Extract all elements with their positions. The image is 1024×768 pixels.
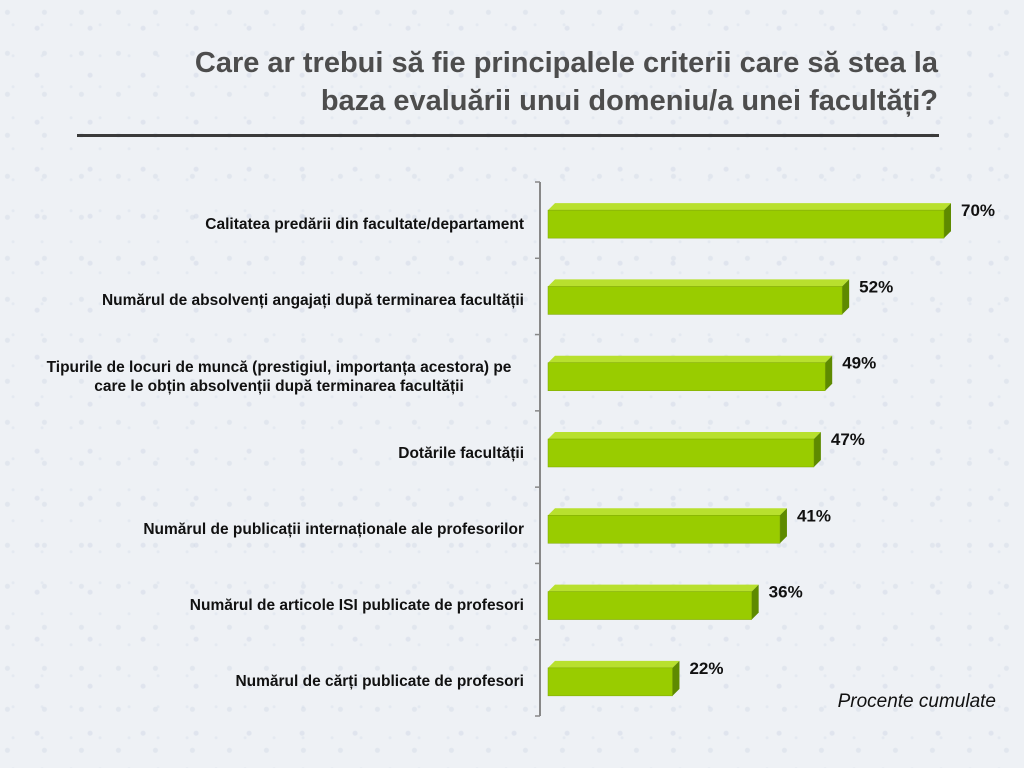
data-label: 47% bbox=[831, 430, 865, 449]
bar bbox=[547, 286, 843, 315]
data-label: 49% bbox=[842, 354, 876, 373]
category-label: Calitatea predării din facultate/departa… bbox=[205, 215, 524, 233]
bar-top-face bbox=[548, 508, 787, 516]
chart-note: Procente cumulate bbox=[837, 691, 996, 712]
data-label: 52% bbox=[859, 277, 893, 296]
category-label: Numărul de absolvenți angajați după term… bbox=[101, 291, 524, 309]
bar-top-face bbox=[548, 203, 951, 211]
bar-top-face bbox=[548, 279, 850, 287]
category-label: Tipurile de locuri de muncă (prestigiul,… bbox=[46, 358, 512, 395]
bar-side-face bbox=[842, 279, 850, 315]
data-label: 36% bbox=[769, 583, 803, 602]
bar bbox=[547, 591, 752, 620]
bar-side-face bbox=[813, 432, 821, 467]
category-label: Numărul de cărți publicate de profesori bbox=[235, 673, 524, 691]
category-label: Numărul de articole ISI publicate de pro… bbox=[189, 597, 524, 615]
category-label: Dotările facultății bbox=[398, 444, 524, 462]
category-label: Numărul de publicații internaționale ale… bbox=[143, 520, 524, 538]
bar-top-face bbox=[548, 355, 833, 363]
bar-top-face bbox=[548, 660, 680, 668]
bar bbox=[547, 362, 826, 391]
bar-side-face bbox=[779, 508, 787, 544]
data-label: 41% bbox=[797, 506, 831, 525]
chart-title: Care ar trebui să fie principalele crite… bbox=[194, 47, 938, 117]
data-label: 70% bbox=[961, 201, 995, 220]
bar-side-face bbox=[944, 203, 951, 239]
bar-side-face bbox=[672, 660, 680, 696]
title-divider bbox=[77, 134, 939, 137]
bar-side-face bbox=[825, 355, 833, 391]
bar bbox=[547, 667, 673, 697]
bar-top-face bbox=[548, 584, 759, 592]
data-label: 22% bbox=[689, 659, 723, 678]
bar-top-face bbox=[548, 432, 821, 439]
bar bbox=[547, 515, 781, 544]
bar bbox=[547, 438, 815, 468]
bar bbox=[547, 209, 945, 239]
bar-side-face bbox=[751, 584, 759, 620]
